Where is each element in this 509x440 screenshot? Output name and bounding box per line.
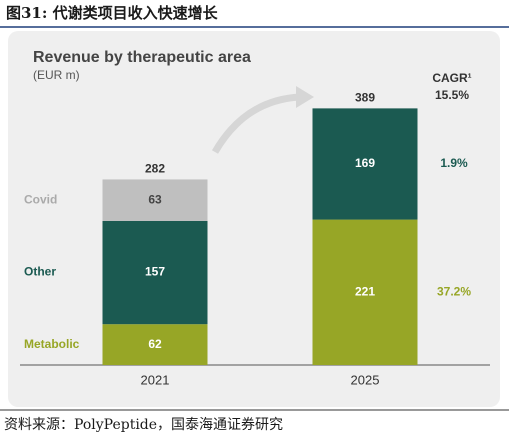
total-label: 389 (355, 91, 375, 105)
value-label: 157 (145, 265, 165, 279)
legend-label: Covid (24, 192, 57, 206)
value-label: 221 (355, 284, 375, 298)
legend-label: Other (24, 265, 56, 279)
bar-segment (312, 108, 418, 220)
source: 资料来源：PolyPeptide，国泰海通证券研究 (4, 417, 283, 433)
x-tick-label: 2021 (141, 372, 170, 387)
bar-segment (312, 219, 418, 365)
total-label: 282 (145, 162, 165, 176)
chart-panel (8, 31, 500, 407)
chart-subtitle: (EUR m) (33, 68, 80, 82)
value-label: 63 (148, 192, 162, 206)
chart-title: Revenue by therapeutic area (33, 49, 251, 66)
bar-segment (102, 324, 208, 365)
cagr-label: 1.9% (440, 156, 468, 170)
growth-arrowhead (296, 86, 314, 108)
cagr-title: CAGR¹ (432, 71, 471, 85)
cagr-total: 15.5% (435, 88, 469, 102)
bar-segment (102, 220, 208, 325)
bar-segment (102, 179, 208, 221)
growth-arrow (211, 93, 301, 154)
cagr-label: 37.2% (437, 284, 471, 298)
x-tick-label: 2025 (351, 372, 380, 387)
page-title: 图31: 代谢类项目收入快速增长 (6, 4, 219, 22)
value-label: 62 (148, 337, 162, 351)
legend-label: Metabolic (24, 337, 80, 351)
value-label: 169 (355, 156, 375, 170)
